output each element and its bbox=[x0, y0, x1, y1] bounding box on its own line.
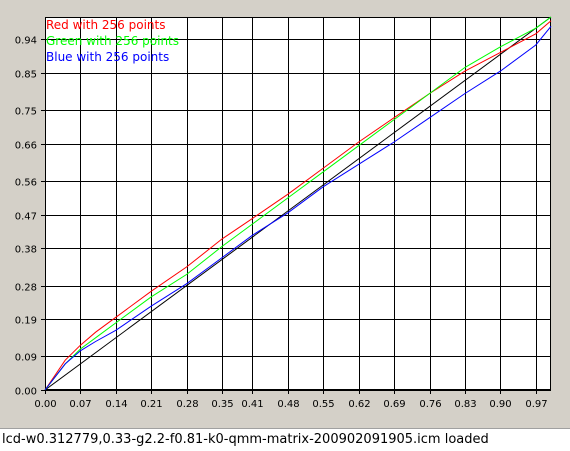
y-tick-label: 0.66 bbox=[15, 141, 37, 152]
x-tick-label: 0.48 bbox=[277, 399, 299, 410]
y-tick-label: 0.28 bbox=[15, 283, 37, 294]
x-tick-label: 0.35 bbox=[211, 399, 233, 410]
x-tick-label: 0.41 bbox=[241, 399, 263, 410]
x-tick-label: 0.55 bbox=[312, 399, 334, 410]
y-tick-label: 0.85 bbox=[15, 70, 37, 81]
plot-canvas: 0.00 0.07 0.14 0.21 0.28 0.35 0.41 0.48 0.55 0.62… bbox=[14, 16, 552, 410]
y-tick-label: 0.38 bbox=[15, 245, 37, 256]
legend-entry-blue: Blue with 256 points bbox=[46, 50, 169, 64]
x-tick-label: 0.69 bbox=[383, 399, 405, 410]
x-tick-label: 0.00 bbox=[34, 399, 56, 410]
series-line-blue bbox=[44, 25, 552, 391]
y-tick-label: 0.56 bbox=[15, 178, 37, 189]
reference-line-layer bbox=[44, 16, 552, 391]
x-tick-label: 0.07 bbox=[69, 399, 91, 410]
legend-entry-green: Green with 256 points bbox=[46, 34, 179, 48]
reference-diagonal-line bbox=[44, 16, 552, 391]
grid bbox=[45, 17, 551, 391]
x-axis-tick-labels: 0.00 0.07 0.14 0.21 0.28 0.35 0.41 0.48 0.55 0.62… bbox=[34, 390, 548, 410]
y-tick-label: 0.75 bbox=[15, 107, 37, 118]
x-tick-label: 0.14 bbox=[105, 399, 127, 410]
plot-frame bbox=[45, 17, 551, 390]
y-tick-label: 0.09 bbox=[15, 353, 37, 364]
x-tick-label: 0.76 bbox=[419, 399, 441, 410]
x-tick-label: 0.90 bbox=[489, 399, 511, 410]
x-tick-label: 0.28 bbox=[176, 399, 198, 410]
y-tick-label: 0.47 bbox=[15, 212, 37, 223]
legend-entry-red: Red with 256 points bbox=[46, 18, 165, 32]
x-tick-label: 0.97 bbox=[525, 399, 547, 410]
y-tick-label: 0.19 bbox=[15, 316, 37, 327]
y-axis-tick-labels: 0.00 0.09 0.19 0.28 0.38 0.47 0.56 0.66 0.75 0.85… bbox=[15, 36, 45, 398]
x-tick-label: 0.83 bbox=[454, 399, 476, 410]
legend: Red with 256 points Green with 256 points… bbox=[46, 18, 179, 64]
series-line-red bbox=[44, 20, 552, 391]
x-tick-label: 0.21 bbox=[140, 399, 162, 410]
series-line-green bbox=[44, 16, 552, 391]
status-bar: lcd-w0.312779,0.33-g2.2-f0.81-k0-qmm-mat… bbox=[0, 428, 570, 451]
series-layer bbox=[44, 16, 552, 391]
x-tick-label: 0.62 bbox=[348, 399, 370, 410]
status-text: lcd-w0.312779,0.33-g2.2-f0.81-k0-qmm-mat… bbox=[2, 432, 489, 447]
y-tick-label: 0.94 bbox=[15, 36, 37, 47]
y-tick-label: 0.00 bbox=[15, 387, 37, 398]
